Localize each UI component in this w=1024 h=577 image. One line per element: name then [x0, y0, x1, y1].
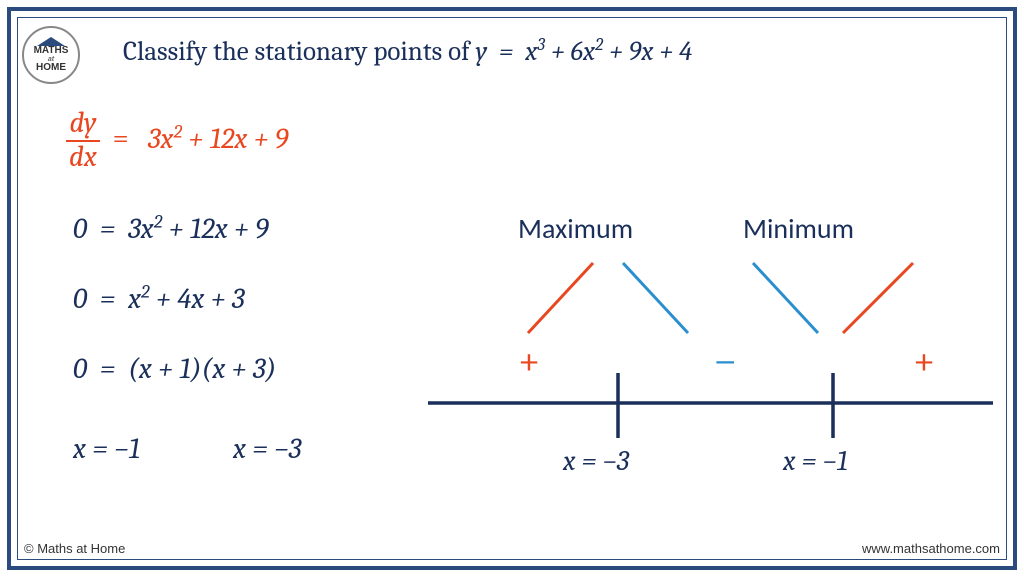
work-line-1: 0 = 3x2 + 12x + 9 — [73, 213, 269, 246]
max-up-line — [528, 263, 593, 333]
min-down-line — [753, 263, 818, 333]
title-equation: y = x3 + 6x2 + 9x + 4 — [476, 36, 693, 67]
sol1-text: x = −1 — [73, 433, 140, 466]
outer-frame: MATHS at HOME Classify the stationary po… — [7, 7, 1017, 570]
dy-dx-fraction: dy dx — [66, 108, 100, 174]
work3-text: 0 = (x + 1)(x + 3) — [73, 353, 276, 386]
work2-text: 0 = x2 + 4x + 3 — [73, 283, 245, 316]
sign-plus-left: + — [518, 338, 540, 384]
label-maximum: Maximum — [518, 211, 633, 246]
problem-title: Classify the stationary points of y = x3… — [123, 36, 692, 67]
frac-den: dx — [66, 142, 100, 174]
axis-label-1: x = −3 — [563, 445, 629, 477]
work1-text: 0 = 3x2 + 12x + 9 — [73, 213, 269, 246]
label-minimum: Minimum — [743, 211, 854, 246]
logo-badge: MATHS at HOME — [22, 26, 80, 84]
axis-label-2: x = −1 — [783, 445, 848, 477]
solution-2: x = −3 — [233, 433, 301, 466]
derivative-line: dy dx = 3x2 + 12x + 9 — [66, 108, 288, 174]
equals-sign: = — [106, 123, 141, 156]
footer-copyright: © Maths at Home — [24, 541, 125, 556]
footer-url: www.mathsathome.com — [862, 541, 1000, 556]
solution-1: x = −1 — [73, 433, 140, 466]
logo-text-1: MATHS — [34, 46, 69, 56]
sign-chart-diagram: Maximum Minimum + − + x = −3 x = −1 — [423, 223, 1003, 513]
min-up-line — [843, 263, 913, 333]
derivative-rhs: 3x2 + 12x + 9 — [148, 123, 289, 156]
sign-plus-right: + — [913, 338, 935, 384]
sign-minus-mid: − — [713, 335, 737, 386]
title-prefix: Classify the stationary points of — [123, 36, 476, 67]
work-line-2: 0 = x2 + 4x + 3 — [73, 283, 245, 316]
frac-num: dy — [66, 108, 100, 142]
max-down-line — [623, 263, 688, 333]
inner-frame: MATHS at HOME Classify the stationary po… — [17, 17, 1007, 560]
sol2-text: x = −3 — [233, 433, 301, 466]
logo-text-2: HOME — [36, 63, 66, 73]
work-line-3: 0 = (x + 1)(x + 3) — [73, 353, 276, 386]
